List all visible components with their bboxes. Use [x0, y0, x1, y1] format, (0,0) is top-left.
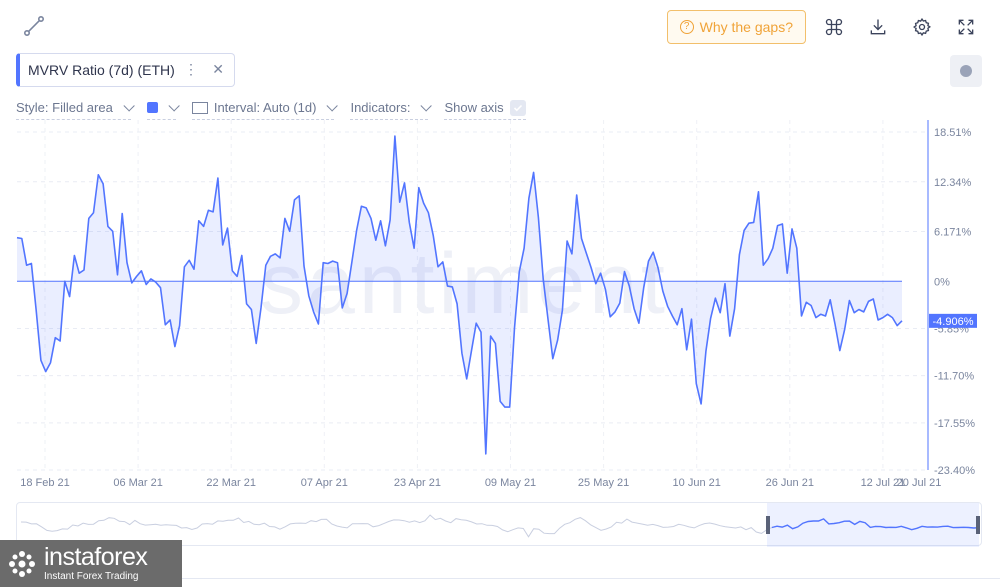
chevron-down-icon: [168, 99, 180, 112]
y-tick-label: -23.40%: [934, 465, 975, 477]
draw-line-icon[interactable]: [22, 14, 46, 38]
style-label: Style: Filled area: [16, 100, 113, 115]
x-tick-label: 26 Jun 21: [766, 477, 814, 489]
x-tick-label: 07 Apr 21: [301, 477, 348, 489]
bottom-divider: [182, 578, 1000, 579]
axis-layer: 18.51%12.34%6.171%0%-5.85%-11.70%-17.55%…: [20, 120, 977, 489]
indicators-label: Indicators:: [350, 100, 411, 115]
top-toolbar: ? Why the gaps?: [666, 10, 982, 44]
interval-icon: [191, 101, 208, 114]
metric-label: MVRV Ratio (7d) (ETH): [28, 62, 175, 78]
last-value-badge: -4.906%: [929, 313, 977, 328]
chart-navigator[interactable]: [16, 502, 983, 547]
series-line: [16, 135, 903, 455]
navigator-left-handle: [766, 516, 770, 534]
y-tick-label: -11.70%: [934, 371, 974, 383]
close-icon[interactable]: ✕: [212, 61, 224, 77]
fullscreen-button[interactable]: [950, 11, 982, 43]
area-layer: [16, 135, 903, 455]
x-tick-label: 18 Feb 21: [20, 477, 70, 489]
x-tick-label: 12 Jul 21: [861, 477, 906, 489]
why-the-gaps-button[interactable]: ? Why the gaps?: [666, 10, 806, 44]
dot-icon: [960, 65, 972, 77]
x-tick-label: 20 Jul 21: [897, 477, 942, 489]
toggle-dot-button[interactable]: [950, 55, 982, 87]
question-icon: ?: [679, 20, 694, 34]
download-button[interactable]: [862, 11, 894, 43]
brand-tagline: Instant Forex Trading: [44, 571, 139, 582]
grid-layer: [17, 120, 928, 471]
expand-icon: [958, 19, 974, 35]
last-value-label: -4.906%: [933, 316, 974, 328]
chart-settings-row: Style: Filled area Interval: Auto (1d) I…: [16, 96, 526, 120]
x-tick-label: 22 Mar 21: [206, 477, 256, 489]
area-fill: [17, 136, 902, 454]
navigator-right-handle: [976, 516, 980, 534]
y-tick-label: 12.34%: [934, 177, 972, 189]
why-the-gaps-label: Why the gaps?: [699, 19, 793, 35]
download-icon: [870, 19, 886, 35]
x-tick-label: 10 Jun 21: [673, 477, 721, 489]
chevron-down-icon: [326, 99, 339, 112]
command-icon: [825, 18, 843, 36]
instaforex-logo: instaforex Instant Forex Trading: [0, 540, 182, 587]
y-tick-label: 0%: [934, 276, 950, 288]
navigator-svg[interactable]: [17, 503, 983, 547]
show-axis-label: Show axis: [444, 100, 504, 115]
y-tick-label: -17.55%: [934, 418, 975, 430]
navigator-selection: [767, 503, 979, 547]
interval-selector[interactable]: Interval: Auto (1d): [191, 96, 339, 120]
y-tick-label: 6.171%: [934, 227, 972, 239]
chevron-down-icon: [123, 99, 135, 112]
style-selector[interactable]: Style: Filled area: [16, 96, 135, 120]
x-tick-label: 09 May 21: [485, 477, 536, 489]
navigator-selected-line: [771, 518, 980, 531]
command-button[interactable]: [818, 11, 850, 43]
gear-icon: [913, 17, 932, 37]
more-options-icon[interactable]: ⋮: [184, 61, 198, 77]
color-swatch: [146, 102, 158, 113]
show-axis-toggle[interactable]: Show axis: [444, 96, 526, 120]
x-tick-label: 25 May 21: [578, 477, 629, 489]
chevron-down-icon: [420, 99, 433, 112]
x-tick-label: 06 Mar 21: [113, 477, 163, 489]
x-tick-label: 23 Apr 21: [394, 477, 441, 489]
show-axis-checkbox[interactable]: [509, 99, 526, 116]
check-icon: [513, 104, 522, 111]
instaforex-logo-icon: [9, 550, 35, 577]
brand-name: instaforex: [44, 543, 148, 571]
indicators-selector[interactable]: Indicators:: [350, 96, 433, 120]
metric-chip[interactable]: MVRV Ratio (7d) (ETH) ⋮ ✕: [16, 53, 235, 87]
color-selector[interactable]: [146, 96, 180, 120]
settings-button[interactable]: [906, 11, 938, 43]
mvrv-chart[interactable]: 18.51%12.34%6.171%0%-5.85%-11.70%-17.55%…: [0, 120, 1000, 500]
interval-label: Interval: Auto (1d): [213, 100, 317, 115]
y-tick-label: 18.51%: [934, 127, 972, 139]
